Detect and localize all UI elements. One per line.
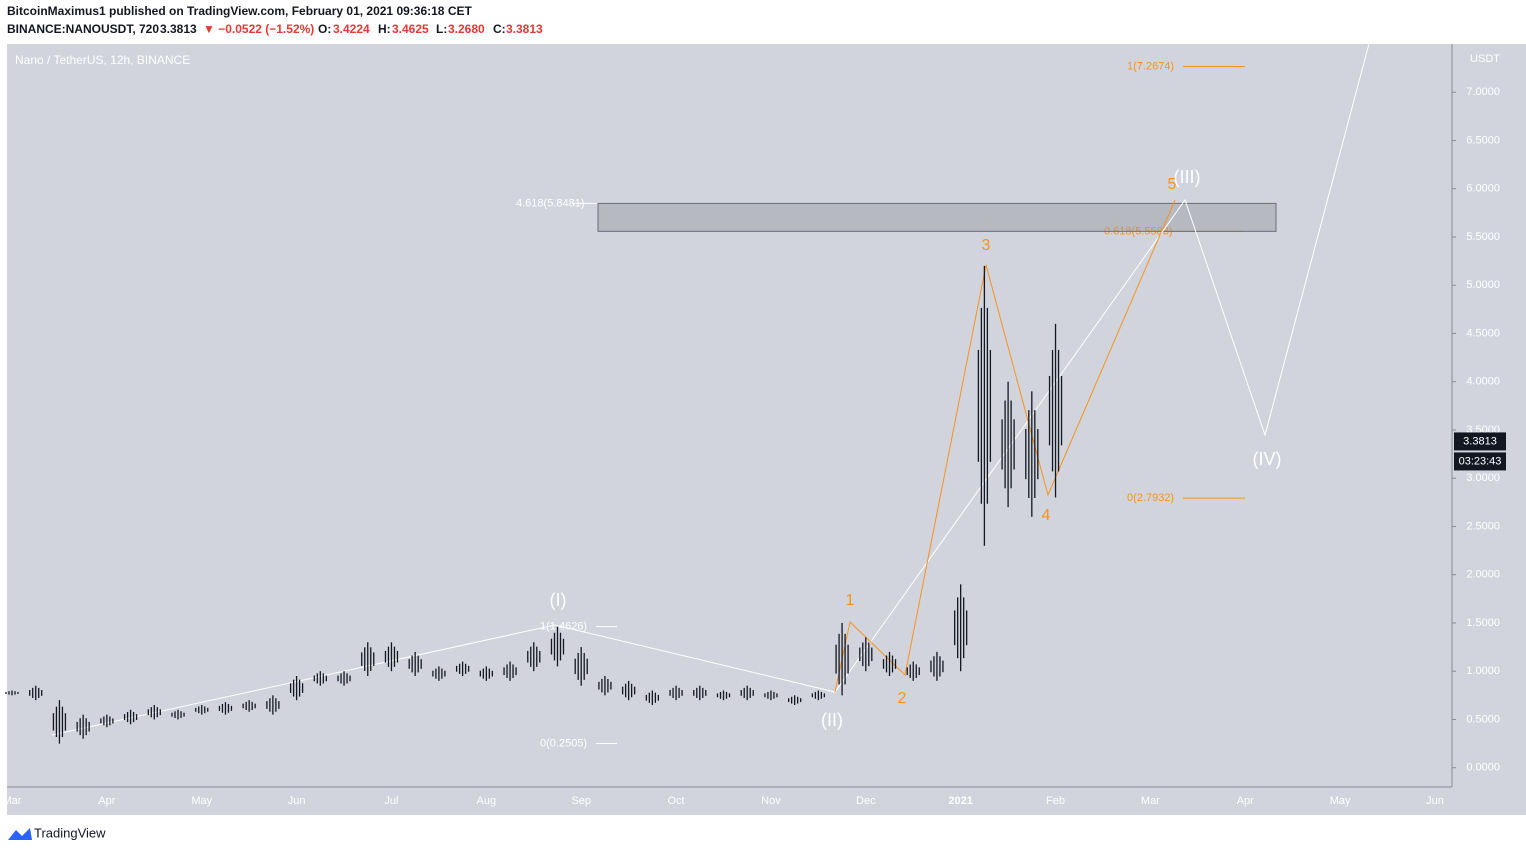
x-tick-label: May xyxy=(1330,795,1351,807)
y-tick-label: 2.0000 xyxy=(1466,569,1500,581)
last-price: 3.3813 xyxy=(160,22,197,36)
time-axis xyxy=(7,787,1526,815)
change: ▼ −0.0522 (−1.52%) xyxy=(203,22,314,36)
logo xyxy=(8,828,32,840)
wave-label: (IV) xyxy=(1253,449,1282,469)
wave-label: 1 xyxy=(846,592,855,609)
x-tick-label: May xyxy=(191,795,212,807)
wave-line xyxy=(51,39,1371,736)
y-tick-label: 6.0000 xyxy=(1466,183,1500,195)
y-tick-label: 1.5000 xyxy=(1466,617,1500,629)
x-tick-label: Apr xyxy=(98,795,115,807)
y-tick-label: 4.5000 xyxy=(1466,327,1500,339)
x-tick-label: Mar xyxy=(3,795,22,807)
x-tick-label: Oct xyxy=(668,795,685,807)
x-tick-label: Apr xyxy=(1237,795,1254,807)
fib-label: 0(2.7932) xyxy=(1127,492,1174,504)
countdown-tag xyxy=(1454,452,1506,471)
wave-label: (III) xyxy=(1174,167,1201,187)
fib-label: 4.618(5.8481) xyxy=(516,197,585,209)
x-tick-label: Jun xyxy=(288,795,306,807)
fib-label: 0(0.2505) xyxy=(540,737,587,749)
price-tag xyxy=(1454,432,1506,451)
wave-label: 2 xyxy=(898,690,907,707)
ohlc-key: H: xyxy=(378,22,391,36)
y-tick-label: 2.5000 xyxy=(1466,520,1500,532)
wave-label: 4 xyxy=(1042,507,1051,524)
x-tick-label: Jul xyxy=(384,795,398,807)
price-axis xyxy=(1452,44,1526,787)
countdown: 03:23:43 xyxy=(1459,455,1502,467)
x-tick-label: 2021 xyxy=(948,795,972,807)
x-tick-label: Aug xyxy=(477,795,497,807)
y-tick-label: 7.0000 xyxy=(1466,86,1500,98)
ohlc-value: 3.3813 xyxy=(506,22,543,36)
y-tick-label: 6.5000 xyxy=(1466,134,1500,146)
ohlc-value: 3.4224 xyxy=(333,22,370,36)
ohlc-value: 3.2680 xyxy=(448,22,485,36)
ohlc-value: 3.4625 xyxy=(392,22,429,36)
ohlc-key: C: xyxy=(493,22,506,36)
publisher: BitcoinMaximus1 published on TradingView… xyxy=(7,4,472,18)
x-tick-label: Feb xyxy=(1046,795,1065,807)
y-tick-label: 4.0000 xyxy=(1466,376,1500,388)
axis-unit: USDT xyxy=(1470,53,1500,65)
chart-title: Nano / TetherUS, 12h, BINANCE xyxy=(15,53,190,67)
ohlc-key: L: xyxy=(436,22,447,36)
ohlc-key: O: xyxy=(318,22,331,36)
target-box xyxy=(597,202,1277,232)
price-tag-label: 3.3813 xyxy=(1463,435,1497,447)
y-tick-label: 1.0000 xyxy=(1466,665,1500,677)
x-tick-label: Mar xyxy=(1141,795,1160,807)
plot-background xyxy=(7,44,1452,787)
x-tick-label: Jun xyxy=(1426,795,1444,807)
fib-label: 1(7.2674) xyxy=(1127,60,1174,72)
y-tick-label: 5.0000 xyxy=(1466,279,1500,291)
y-tick-label: 0.5000 xyxy=(1466,713,1500,725)
y-tick-label: 5.5000 xyxy=(1466,231,1500,243)
wave-label: 5 xyxy=(1168,176,1177,193)
wave-label: 3 xyxy=(982,237,991,254)
wave-label: (II) xyxy=(821,710,843,730)
y-tick-label: 3.0000 xyxy=(1466,472,1500,484)
x-tick-label: Sep xyxy=(571,795,591,807)
x-tick-label: Nov xyxy=(761,795,781,807)
y-tick-label: 0.0000 xyxy=(1466,762,1500,774)
x-tick-label: Dec xyxy=(856,795,876,807)
wave-line xyxy=(834,199,1176,693)
wave-label: (I) xyxy=(550,590,567,610)
brand: TradingView xyxy=(34,825,106,840)
symbol: BINANCE:NANOUSDT, 720 xyxy=(7,22,159,36)
